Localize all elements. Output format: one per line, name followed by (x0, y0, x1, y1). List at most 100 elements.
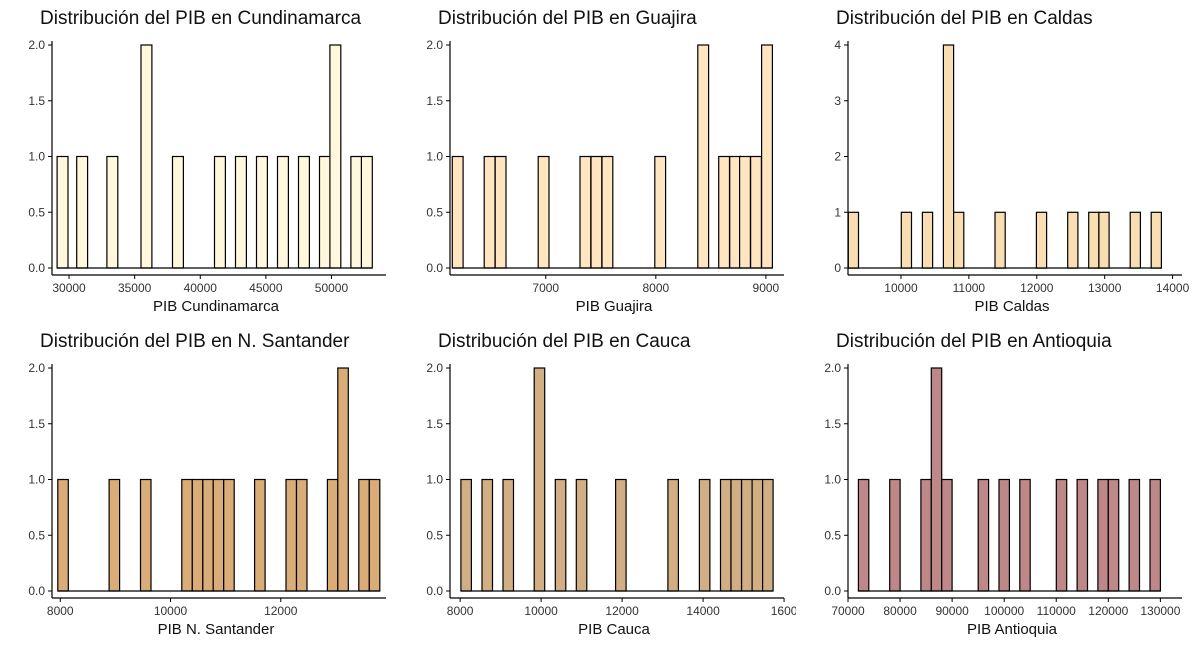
histogram-svg: 0.0 0.5 1.0 1.5 2.0 8000 10000 12000 PIB N. Sant… (28, 361, 386, 638)
x-tick-label: 50000 (315, 281, 349, 295)
histogram-bar (739, 155, 752, 269)
x-tick-label: 10000 (524, 604, 558, 618)
histogram-bar (350, 155, 363, 269)
histogram-bar (460, 478, 473, 592)
histogram-bar (750, 155, 763, 269)
y-tick-label: 0.5 (28, 205, 45, 219)
y-tick-label: 2 (834, 150, 841, 164)
y-tick-label: 1 (834, 205, 841, 219)
histogram-bar (276, 155, 289, 269)
x-tick-label: 90000 (935, 604, 969, 618)
histogram-bar (223, 478, 235, 592)
y-tick-label: 2.0 (28, 361, 45, 375)
histogram-bar (1129, 211, 1142, 269)
histogram-bar (953, 211, 965, 269)
histogram-bar (998, 478, 1010, 592)
histogram-bar (337, 367, 349, 592)
histogram-svg: 0.0 0.5 1.0 1.5 2.0 8000 10000 12000 14000 1600 PI… (426, 361, 796, 638)
histogram-bar (762, 478, 774, 592)
histogram-bar (1019, 478, 1031, 592)
histogram-bar (1128, 478, 1141, 592)
histogram-bar (1035, 211, 1048, 269)
x-tick-label: 9000 (753, 281, 780, 295)
histogram-bar (297, 155, 310, 269)
x-tick-label: 11000 (953, 281, 986, 295)
histogram-bar (698, 478, 711, 592)
histogram-bar (56, 155, 69, 269)
chart-title: Distribución del PIB en Cauca (438, 331, 691, 352)
x-axis-label: PIB Cauca (578, 621, 650, 638)
histogram-bar (741, 478, 753, 592)
x-tick-label: 30000 (52, 281, 86, 295)
histogram-bar (106, 155, 119, 269)
histogram-bar (181, 478, 193, 592)
histogram-bar (360, 155, 373, 269)
x-axis-label: PIB Cundinamarca (153, 298, 280, 315)
y-tick-label: 0.0 (28, 261, 45, 275)
histogram-svg: 0.0 0.5 1.0 1.5 2.0 30000 35000 40000 45000 50000… (28, 38, 386, 315)
histogram-panel: Distribución del PIB en Caldas 0 1 2 3 4 10000… (796, 0, 1194, 323)
histogram-bar (857, 478, 870, 592)
histogram-bar (730, 478, 743, 592)
x-tick-label: 10000 (884, 281, 918, 295)
histogram-bar (494, 155, 507, 269)
x-axis-label: PIB Guajira (576, 298, 653, 315)
x-axis-label: PIB N. Santander (158, 621, 275, 638)
x-tick-label: 8000 (642, 281, 669, 295)
histogram-bar (554, 478, 567, 592)
histogram-bar (761, 44, 774, 269)
y-tick-label: 0.0 (426, 584, 443, 598)
histogram-bar (254, 478, 266, 592)
histogram-bar (601, 155, 614, 269)
y-tick-label: 0.0 (824, 584, 841, 598)
histogram-panel: Distribución del PIB en Cundinamarca 0.0 0… (0, 0, 398, 323)
histogram-bar (1088, 211, 1100, 269)
y-tick-label: 0 (834, 261, 841, 275)
x-tick-label: 70000 (831, 604, 865, 618)
histogram-bar (1055, 478, 1068, 592)
chart-title: Distribución del PIB en Antioquia (836, 331, 1112, 352)
y-tick-label: 4 (834, 38, 841, 52)
histogram-bar (847, 211, 860, 269)
histogram-bar (329, 44, 342, 269)
histogram-svg: 0.0 0.5 1.0 1.5 2.0 70000 80000 90000 100000 1100… (824, 361, 1182, 638)
histogram-svg: 0.0 0.5 1.0 1.5 2.0 7000 8000 9000 PIB Guajira (426, 38, 784, 315)
x-tick-label: 100000 (984, 604, 1024, 618)
histogram-bar (213, 155, 226, 269)
y-tick-label: 1.0 (28, 150, 45, 164)
x-tick-label: 80000 (883, 604, 917, 618)
histogram-bar (942, 44, 955, 269)
histogram-bar (285, 478, 298, 592)
histogram-bar (729, 155, 742, 269)
y-tick-label: 2.0 (824, 361, 841, 375)
histogram-bar (1150, 211, 1163, 269)
histogram-bar (1076, 478, 1089, 592)
histogram-panel: Distribución del PIB en Antioquia 0.0 0.5 1… (796, 323, 1194, 646)
histogram-bar (579, 155, 592, 269)
x-axis-label: PIB Caldas (974, 298, 1049, 315)
x-tick-label: 130000 (1140, 604, 1180, 618)
histogram-bar (57, 478, 69, 592)
histogram-bar (921, 211, 934, 269)
histogram-bar (920, 478, 932, 592)
histogram-bar (295, 478, 308, 592)
x-tick-label: 120000 (1088, 604, 1128, 618)
histogram-bar (751, 478, 764, 592)
x-tick-label: 35000 (118, 281, 152, 295)
y-tick-label: 0.0 (426, 261, 443, 275)
chart-title: Distribución del PIB en Cundinamarca (40, 8, 362, 29)
histogram-bar (139, 478, 152, 592)
histogram-bar (326, 478, 339, 592)
histogram-bar (718, 155, 731, 269)
x-tick-label: 8000 (47, 604, 74, 618)
x-tick-label: 1600 (771, 604, 796, 618)
x-tick-label: 10000 (154, 604, 188, 618)
histogram-bar (537, 155, 550, 269)
histogram-bar (255, 155, 268, 269)
x-tick-label: 40000 (184, 281, 218, 295)
x-tick-label: 12000 (264, 604, 298, 618)
y-tick-label: 1.0 (28, 473, 45, 487)
histogram-bar (481, 478, 494, 592)
x-tick-label: 13000 (1088, 281, 1122, 295)
